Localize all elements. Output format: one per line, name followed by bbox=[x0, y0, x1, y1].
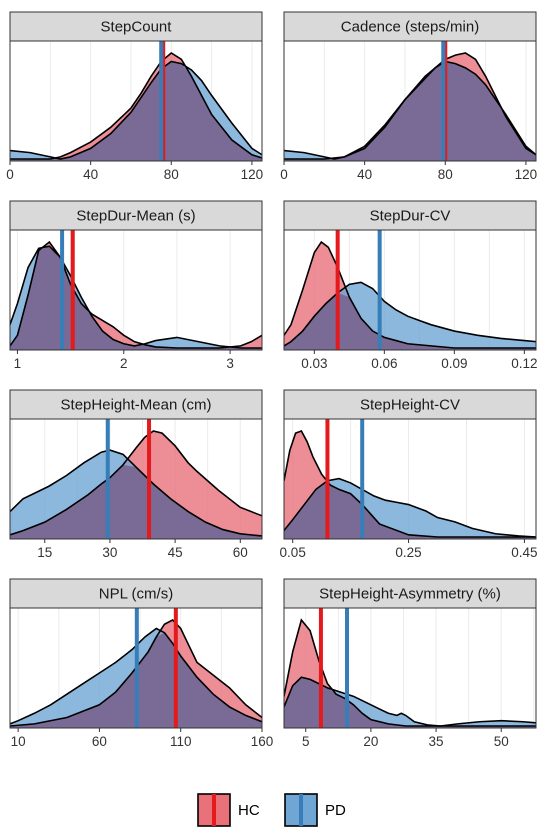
x-tick-label: 20 bbox=[363, 734, 378, 749]
x-tick-label: 80 bbox=[164, 167, 179, 182]
x-tick-label: 120 bbox=[241, 167, 264, 182]
density-layer bbox=[284, 41, 536, 161]
facet-title: NPL (cm/s) bbox=[99, 586, 173, 603]
x-tick-label: 5 bbox=[302, 734, 310, 749]
hc-legend-label: HC bbox=[238, 802, 260, 819]
density-layer bbox=[10, 230, 262, 350]
pd-density-outline bbox=[10, 627, 262, 725]
x-tick-label: 60 bbox=[233, 545, 248, 560]
pd-legend-key bbox=[284, 793, 318, 827]
x-tick-label: 0.05 bbox=[280, 545, 306, 560]
pd-density-outline bbox=[284, 60, 536, 160]
facet-strip bbox=[283, 200, 537, 231]
x-tick-label: 80 bbox=[438, 167, 453, 182]
hc-density-outline bbox=[10, 430, 262, 536]
x-tick-label: 60 bbox=[92, 734, 107, 749]
facet-strip bbox=[9, 389, 263, 420]
density-layer bbox=[10, 41, 262, 161]
pd-density-outline bbox=[284, 281, 536, 347]
panel-border bbox=[283, 418, 537, 540]
x-tick-label: 15 bbox=[37, 545, 52, 560]
x-tick-label: 40 bbox=[357, 167, 372, 182]
x-tick-label: 0 bbox=[6, 167, 14, 182]
overlap-density-area bbox=[10, 61, 262, 161]
facet-strip bbox=[9, 200, 263, 231]
panel-border bbox=[9, 229, 263, 351]
x-tick-label: 10 bbox=[11, 734, 26, 749]
x-tick-label: 0 bbox=[280, 167, 288, 182]
pd-density-outline bbox=[284, 676, 536, 727]
x-tick-label: 0.25 bbox=[395, 545, 421, 560]
facet-panel: StepDur-Mean (s) 1 2 3 bbox=[9, 200, 263, 371]
panel-border bbox=[9, 418, 263, 540]
pd-density-outline bbox=[10, 60, 262, 160]
x-tick-label: 50 bbox=[494, 734, 509, 749]
hc-density-outline bbox=[284, 430, 536, 538]
hc-density-outline bbox=[10, 619, 262, 727]
facet-title: StepHeight-Asymmetry (%) bbox=[319, 586, 501, 603]
facet-panel: StepHeight-CV 0.05 0.25 0.45 bbox=[280, 389, 538, 560]
facet-strip bbox=[9, 11, 263, 42]
pd-legend-label: PD bbox=[325, 802, 346, 819]
panel-border bbox=[283, 229, 537, 351]
panel-border bbox=[283, 607, 537, 729]
facet-title: Cadence (steps/min) bbox=[341, 19, 479, 36]
facet-panel: Cadence (steps/min) 0 40 80 120 bbox=[280, 11, 538, 182]
hc-density-outline bbox=[10, 52, 262, 160]
facet-title: StepHeight-CV bbox=[360, 397, 460, 414]
x-tick-label: 40 bbox=[83, 167, 98, 182]
x-tick-label: 0.09 bbox=[441, 356, 467, 371]
x-tick-label: 0.12 bbox=[511, 356, 537, 371]
facet-title: StepHeight-Mean (cm) bbox=[61, 397, 212, 414]
x-tick-label: 120 bbox=[515, 167, 538, 182]
x-tick-label: 2 bbox=[120, 356, 128, 371]
facet-title: StepDur-Mean (s) bbox=[76, 208, 195, 225]
x-tick-label: 45 bbox=[168, 545, 183, 560]
x-tick-label: 0.06 bbox=[371, 356, 397, 371]
density-layer bbox=[284, 230, 536, 350]
x-tick-label: 110 bbox=[170, 734, 192, 749]
facet-panel: NPL (cm/s) 10 60 110 160 bbox=[9, 578, 274, 749]
x-tick-label: 0.45 bbox=[511, 545, 537, 560]
legend: HC PD bbox=[197, 793, 346, 827]
overlap-density-area bbox=[284, 481, 536, 539]
facet-panel: StepHeight-Mean (cm) 15 30 45 60 bbox=[9, 389, 263, 560]
hc-density-outline bbox=[284, 240, 536, 349]
panel-border bbox=[9, 40, 263, 162]
x-tick-label: 35 bbox=[429, 734, 444, 749]
facet-title: StepCount bbox=[101, 19, 173, 36]
density-layer bbox=[10, 608, 262, 728]
x-tick-label: 30 bbox=[102, 545, 117, 560]
x-tick-label: 160 bbox=[251, 734, 274, 749]
facet-panel: StepDur-CV 0.03 0.06 0.09 0.12 bbox=[283, 200, 537, 371]
pd-density-outline bbox=[284, 477, 536, 538]
pd-density-outline bbox=[10, 245, 262, 349]
density-layer bbox=[284, 419, 536, 539]
density-layer bbox=[10, 419, 262, 539]
overlap-density-area bbox=[284, 61, 536, 161]
pd-density-outline bbox=[10, 449, 262, 537]
hc-density-outline bbox=[284, 618, 536, 727]
density-layer bbox=[284, 608, 536, 728]
overlap-density-area bbox=[284, 292, 536, 350]
panel-border bbox=[283, 40, 537, 162]
x-tick-label: 3 bbox=[226, 356, 234, 371]
facet-strip bbox=[9, 578, 263, 609]
facet-panel: StepHeight-Asymmetry (%) 5 20 35 50 bbox=[283, 578, 537, 749]
overlap-density-area bbox=[10, 464, 262, 539]
facet-panel: StepCount 0 40 80 120 bbox=[6, 11, 264, 182]
facet-title: StepDur-CV bbox=[370, 208, 451, 225]
panel-border bbox=[9, 607, 263, 729]
hc-legend-key bbox=[197, 793, 231, 827]
x-tick-label: 0.03 bbox=[301, 356, 327, 371]
x-tick-label: 1 bbox=[14, 356, 22, 371]
